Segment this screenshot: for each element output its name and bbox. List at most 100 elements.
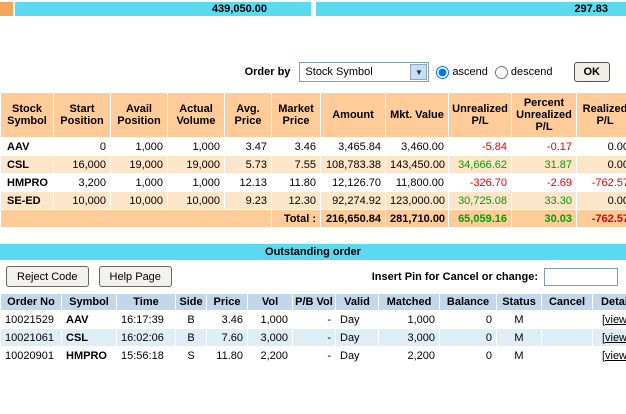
outstanding-order-title: Outstanding order — [0, 244, 626, 260]
total-label: Total : — [272, 210, 320, 227]
cell: - — [293, 311, 335, 328]
column-header-mkt-value: Mkt. Value — [386, 93, 448, 137]
portfolio-value-cell: 439,050.00 — [15, 2, 311, 16]
cell: 3.47 — [225, 138, 271, 155]
cell: 123,000.00 — [386, 192, 448, 209]
cell: 1,000 — [248, 311, 292, 328]
top-summary-bar: 439,050.00 297.83 — [0, 2, 626, 16]
cell: 7.55 — [272, 156, 320, 173]
outstanding-controls: Reject Code Help Page Insert Pin for Can… — [0, 260, 626, 293]
pin-label: Insert Pin for Cancel or change: — [371, 270, 538, 283]
cell: 1,000 — [168, 138, 224, 155]
cell: 16:17:39 — [117, 311, 175, 328]
cell: -326.70 — [449, 174, 511, 191]
cell: 12,126.70 — [321, 174, 385, 191]
cell: - — [293, 347, 335, 364]
column-header-avg-price: Avg. Price — [225, 93, 271, 137]
ascend-radio-label: ascend — [452, 66, 488, 78]
cell: 11.80 — [207, 347, 247, 364]
portfolio-row: CSL 16,000 19,000 19,000 5.73 7.55 108,7… — [1, 156, 626, 173]
column-header-realized-pl: Realized P/L — [577, 93, 626, 137]
column-header-market-price: Market Price — [272, 93, 320, 137]
chevron-down-icon[interactable]: ▼ — [410, 64, 428, 80]
pin-input[interactable] — [544, 267, 618, 286]
column-header-symbol: Symbol — [62, 294, 116, 310]
secondary-value: 297.83 — [574, 3, 608, 15]
cell: 1,000 — [168, 174, 224, 191]
cell: 3.46 — [272, 138, 320, 155]
column-header-avail-position: Avail Position — [111, 93, 167, 137]
cell — [1, 210, 271, 227]
ascend-radio[interactable] — [436, 65, 450, 79]
cell: -0.17 — [512, 138, 576, 155]
column-header-price: Price — [207, 294, 247, 310]
total-realized-pl: -762.57 — [577, 210, 626, 227]
column-header-side: Side — [176, 294, 206, 310]
order-row: 10020901 HMPRO 15:56:18 S 11.80 2,200 - … — [1, 347, 626, 364]
total-unrealized-pl: 65,059.16 — [449, 210, 511, 227]
cell: 3,460.00 — [386, 138, 448, 155]
cell: M — [497, 311, 541, 328]
cell: 108,783.38 — [321, 156, 385, 173]
column-header-time: Time — [117, 294, 175, 310]
cell: 3,000 — [379, 329, 439, 346]
portfolio-total-row: Total : 216,650.84 281,710.00 65,059.16 … — [1, 210, 626, 227]
cell: 3.46 — [207, 311, 247, 328]
cell: -5.84 — [449, 138, 511, 155]
cell: Day — [336, 347, 378, 364]
cell: 1,000 — [111, 138, 167, 155]
column-header-actual-volume: Actual Volume — [168, 93, 224, 137]
order-row: 10021529 AAV 16:17:39 B 3.46 1,000 - Day… — [1, 311, 626, 328]
order-by-select[interactable]: Stock Symbol ▼ — [299, 62, 430, 82]
cell: 0.00 — [577, 138, 626, 155]
portfolio-header-row: Stock Symbol Start Position Avail Positi… — [1, 93, 626, 137]
cell: M — [497, 329, 541, 346]
ok-button[interactable]: OK — [573, 62, 610, 82]
reject-code-button[interactable]: Reject Code — [6, 266, 89, 287]
column-header-matched: Matched — [379, 294, 439, 310]
secondary-value-cell: 297.83 — [316, 2, 626, 16]
cell: -2.69 — [512, 174, 576, 191]
cell: 0 — [440, 347, 496, 364]
descend-radio[interactable] — [494, 65, 508, 79]
cell: AAV — [62, 311, 116, 328]
descend-radio-label: descend — [510, 66, 553, 78]
cell: 31.87 — [512, 156, 576, 173]
view-link[interactable]: [view] — [601, 313, 626, 326]
cell: [view] — [593, 329, 626, 346]
cell: 0.00 — [577, 156, 626, 173]
top-left-marker — [0, 2, 13, 16]
cell: 12.30 — [272, 192, 320, 209]
column-header-cancel: Cancel — [542, 294, 592, 310]
cell: 10021529 — [1, 311, 61, 328]
column-header-balance: Balance — [440, 294, 496, 310]
cell: M — [497, 347, 541, 364]
cell: -762.57 — [577, 174, 626, 191]
cell — [542, 311, 592, 328]
cell: B — [176, 311, 206, 328]
cell: - — [293, 329, 335, 346]
cell — [542, 347, 592, 364]
cell: 10,000 — [54, 192, 110, 209]
portfolio-row: SE-ED 10,000 10,000 10,000 9.23 12.30 92… — [1, 192, 626, 209]
help-page-button[interactable]: Help Page — [98, 266, 172, 287]
total-mkt-value: 281,710.00 — [386, 210, 448, 227]
cell: 10,000 — [168, 192, 224, 209]
cell: 5.73 — [225, 156, 271, 173]
ascend-radio-option[interactable]: ascend — [436, 65, 488, 79]
column-header-pb-vol: P/B Vol — [293, 294, 335, 310]
orders-header-row: Order No Symbol Time Side Price Vol P/B … — [1, 294, 626, 310]
cell: 11,800.00 — [386, 174, 448, 191]
cell: 1,000 — [111, 174, 167, 191]
view-link[interactable]: [view] — [601, 331, 626, 344]
cell: 3,465.84 — [321, 138, 385, 155]
cell: 7.60 — [207, 329, 247, 346]
view-link[interactable]: [view] — [601, 349, 626, 362]
portfolio-row: HMPRO 3,200 1,000 1,000 12.13 11.80 12,1… — [1, 174, 626, 191]
order-by-selected-option: Stock Symbol — [305, 66, 373, 78]
column-header-percent-unrealized-pl: Percent Unrealized P/L — [512, 93, 576, 137]
descend-radio-option[interactable]: descend — [494, 65, 553, 79]
portfolio-table: Stock Symbol Start Position Avail Positi… — [0, 92, 626, 228]
portfolio-row: AAV 0 1,000 1,000 3.47 3.46 3,465.84 3,4… — [1, 138, 626, 155]
cell: 0 — [54, 138, 110, 155]
